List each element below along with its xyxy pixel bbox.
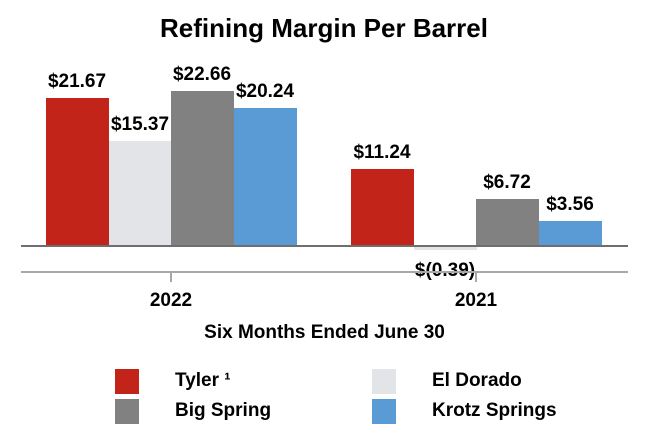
legend-label-tyler: Tyler ¹	[175, 370, 231, 391]
bar-value-label-el-dorado-2021: $(0.39)	[414, 260, 476, 281]
plot-area: $21.67 $11.24 $15.37 $(0.39) $22.66 $6.72 $20.…	[21, 64, 628, 343]
category-axis-line	[21, 271, 628, 273]
bar-big-spring-2022	[171, 91, 234, 245]
bar-el-dorado-2022	[109, 141, 172, 245]
bar-value-label-big-spring-2022: $22.66	[172, 64, 232, 85]
bar-value-label-tyler-2021: $11.24	[353, 142, 411, 163]
category-label-2021: 2021	[454, 290, 498, 311]
legend-label-el-dorado: El Dorado	[432, 370, 522, 391]
bar-value-label-krotz-springs-2021: $3.56	[546, 194, 594, 215]
legend-item-el-dorado: El Dorado	[372, 366, 557, 396]
x-axis-title: Six Months Ended June 30	[204, 322, 445, 343]
bar-big-spring-2021	[476, 199, 539, 245]
big-spring-color-swatch	[115, 398, 139, 424]
legend-item-big-spring: Big Spring	[115, 396, 372, 426]
legend-item-tyler: Tyler ¹	[115, 366, 372, 396]
bar-krotz-springs-2022	[234, 108, 297, 245]
bar-el-dorado-2021	[414, 247, 477, 250]
bar-krotz-springs-2021	[539, 221, 602, 245]
el-dorado-color-swatch	[372, 368, 396, 394]
bar-value-label-big-spring-2021: $6.72	[483, 172, 531, 193]
bar-tyler-2022	[46, 98, 109, 245]
bar-value-label-el-dorado-2022: $15.37	[110, 114, 170, 135]
legend-label-big-spring: Big Spring	[175, 400, 272, 421]
bar-tyler-2021	[351, 169, 414, 245]
legend-label-krotz-springs: Krotz Springs	[432, 400, 557, 421]
legend: Tyler ¹ Big Spring El Dorado Krotz Sprin…	[115, 366, 557, 426]
legend-item-krotz-springs: Krotz Springs	[372, 396, 557, 426]
axis-tick-2022	[170, 273, 172, 282]
chart-title: Refining Margin Per Barrel	[160, 13, 488, 43]
bar-value-label-tyler-2022: $21.67	[47, 71, 107, 92]
bar-value-label-krotz-springs-2022: $20.24	[235, 81, 295, 102]
krotz-springs-color-swatch	[372, 398, 396, 424]
zero-axis-line	[21, 245, 628, 247]
axis-tick-2021	[475, 273, 477, 282]
tyler-color-swatch	[115, 368, 139, 394]
category-label-2022: 2022	[149, 290, 193, 311]
